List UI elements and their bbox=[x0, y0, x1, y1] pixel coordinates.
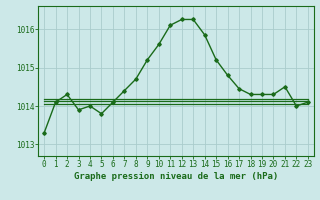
X-axis label: Graphe pression niveau de la mer (hPa): Graphe pression niveau de la mer (hPa) bbox=[74, 172, 278, 181]
